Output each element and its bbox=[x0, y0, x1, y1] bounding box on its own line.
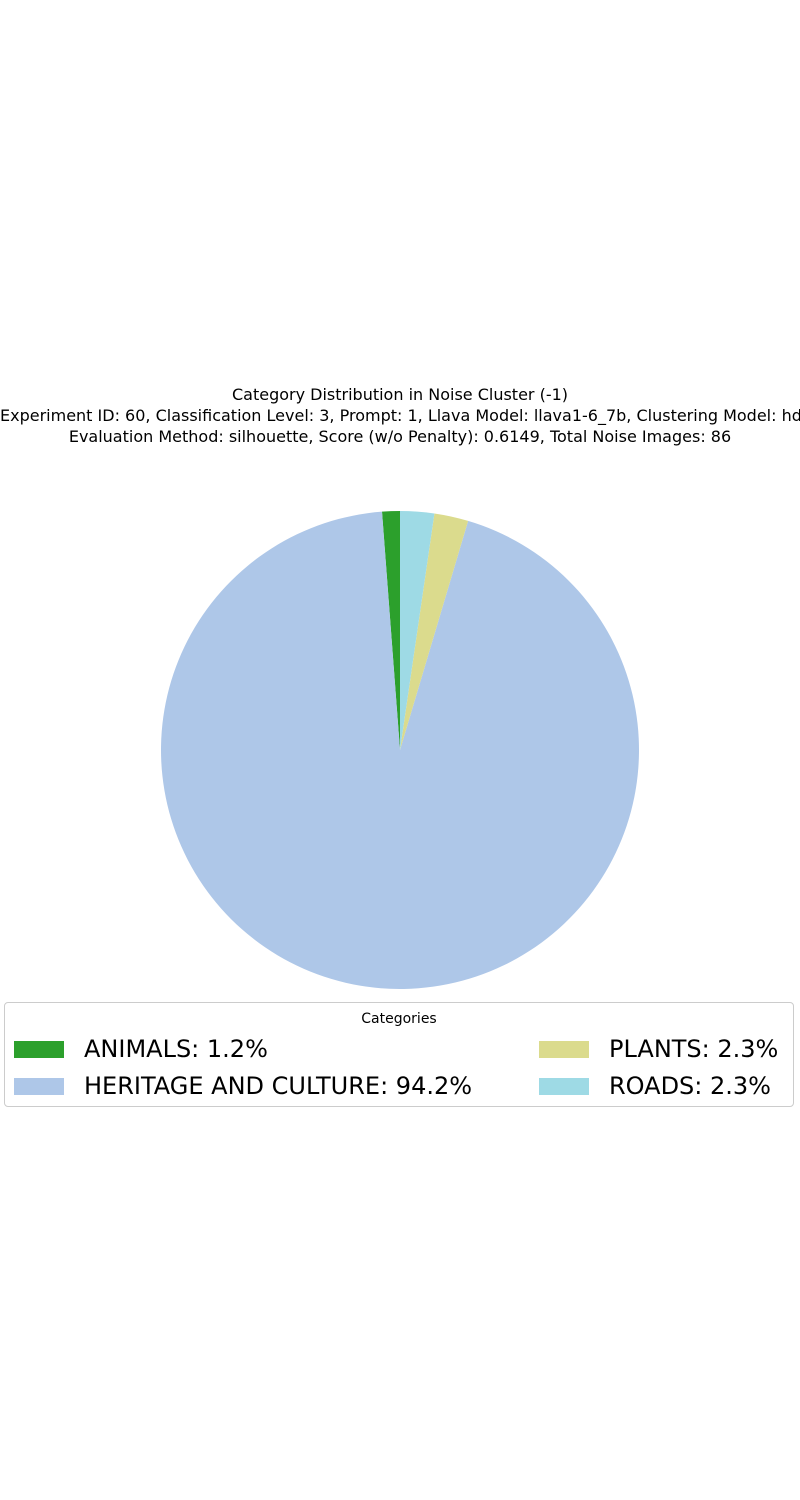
legend-label-heritage-and-culture: HERITAGE AND CULTURE: 94.2% bbox=[84, 1072, 473, 1100]
legend-title: Categories bbox=[361, 1011, 437, 1027]
legend-item-roads: ROADS: 2.3% bbox=[539, 1071, 771, 1101]
chart-subtitle-line-1: Experiment ID: 60, Classification Level:… bbox=[0, 406, 800, 425]
legend-swatch-roads bbox=[539, 1077, 589, 1095]
pie-slice-roads bbox=[400, 511, 435, 750]
chart-title: Category Distribution in Noise Cluster (… bbox=[231, 385, 569, 404]
chart-subtitle-line-2: Evaluation Method: silhouette, Score (w/… bbox=[68, 427, 732, 446]
legend: Categories ANIMALS: 1.2% HERITAGE AND CU… bbox=[4, 1002, 794, 1107]
pie-slice-heritage-and-culture bbox=[161, 511, 640, 989]
legend-item-animals: ANIMALS: 1.2% bbox=[14, 1034, 268, 1064]
legend-swatch-animals bbox=[14, 1040, 64, 1058]
legend-swatch-heritage-and-culture bbox=[14, 1077, 64, 1095]
legend-label-plants: PLANTS: 2.3% bbox=[609, 1035, 779, 1063]
chart-title-block: Category Distribution in Noise Cluster (… bbox=[0, 384, 800, 447]
legend-item-heritage-and-culture: HERITAGE AND CULTURE: 94.2% bbox=[14, 1071, 472, 1101]
legend-label-roads: ROADS: 2.3% bbox=[609, 1072, 771, 1100]
pie-slice-animals bbox=[381, 511, 400, 750]
legend-label-animals: ANIMALS: 1.2% bbox=[84, 1035, 268, 1063]
legend-item-plants: PLANTS: 2.3% bbox=[539, 1034, 778, 1064]
pie-slice-plants bbox=[400, 513, 469, 750]
legend-swatch-plants bbox=[539, 1040, 589, 1058]
